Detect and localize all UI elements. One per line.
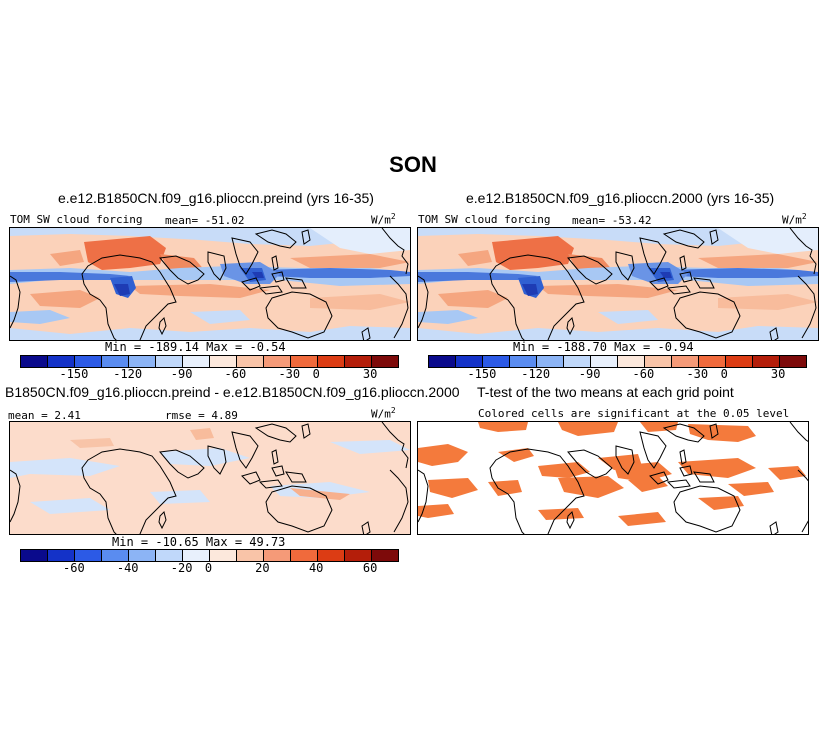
colorbar-swatch [237, 356, 264, 367]
panel-top-left-minmax: Min = -189.14 Max = -0.54 [105, 340, 286, 354]
panel-top-left-units: W/m2 [371, 212, 396, 227]
tick-label: 0 [204, 561, 213, 575]
colorbar-swatch [753, 356, 780, 367]
colorbar-top-right [428, 355, 807, 368]
tick-label: 60 [362, 561, 378, 575]
colorbar-swatch [48, 550, 75, 561]
map-top-left [9, 227, 411, 341]
tick-label: -90 [170, 367, 193, 381]
panel-top-left-mean: mean= -51.02 [165, 214, 245, 227]
colorbar-swatch [372, 550, 398, 561]
colorbar-swatch [156, 550, 183, 561]
tick-label: -150 [467, 367, 497, 381]
colorbar-swatch [318, 356, 345, 367]
tick-label: -20 [170, 561, 193, 575]
colorbar-swatch [645, 356, 672, 367]
tick-label: 20 [255, 561, 270, 575]
tick-label: 30 [362, 367, 378, 381]
tick-label: -60 [63, 561, 85, 575]
panel-top-left-variable: TOM SW cloud forcing [10, 213, 143, 226]
figure-title: SON [389, 152, 437, 177]
colorbar-swatch [510, 356, 537, 367]
tick-label: -30 [686, 367, 709, 381]
colorbar-swatch [456, 356, 483, 367]
colorbar-swatch [156, 356, 183, 367]
colorbar-swatch [183, 550, 210, 561]
colorbar-top-left-ticks: -150 -120 -90 -60 -30 0 30 [20, 367, 397, 381]
tick-label: -90 [578, 367, 601, 381]
colorbar-swatch [264, 356, 291, 367]
tick-label: 0 [312, 367, 320, 381]
colorbar-swatch [318, 550, 345, 561]
panel-top-left-title: e.e12.B1850CN.f09_g16.plioccn.preind (yr… [58, 190, 374, 206]
colorbar-bottom-left-ticks: -60 -40 -20 0 20 40 60 [20, 561, 397, 575]
colorbar-swatch [564, 356, 591, 367]
panel-bottom-left-units: W/m2 [371, 406, 396, 421]
tick-label: 30 [770, 367, 786, 381]
colorbar-swatch [537, 356, 564, 367]
map-bottom-right [417, 421, 809, 535]
tick-label: -60 [224, 367, 247, 381]
colorbar-swatch [75, 550, 102, 561]
panel-top-right-minmax: Min = -188.70 Max = -0.94 [513, 340, 694, 354]
colorbar-swatch [21, 550, 48, 561]
colorbar-swatch [618, 356, 645, 367]
colorbar-swatch [591, 356, 618, 367]
tick-label: -30 [278, 367, 301, 381]
colorbar-swatch [102, 356, 129, 367]
tick-label: 0 [720, 367, 728, 381]
colorbar-top-right-ticks: -150 -120 -90 -60 -30 0 30 [428, 367, 805, 381]
tick-label: -120 [113, 367, 143, 381]
map-top-right [417, 227, 819, 341]
panel-bottom-left-title: B1850CN.f09_g16.plioccn.preind - e.e12.B… [5, 384, 460, 400]
colorbar-swatch [210, 550, 237, 561]
colorbar-swatch [345, 550, 372, 561]
colorbar-swatch [210, 356, 237, 367]
colorbar-swatch [291, 356, 318, 367]
colorbar-bottom-left [20, 549, 399, 562]
tick-label: -150 [59, 367, 89, 381]
colorbar-swatch [345, 356, 372, 367]
panel-top-right-title: e.e12.B1850CN.f09_g16.plioccn.2000 (yrs … [466, 190, 775, 206]
colorbar-swatch [75, 356, 102, 367]
panel-top-right-mean: mean= -53.42 [572, 214, 652, 227]
panel-bottom-right-subtitle: Colored cells are significant at the 0.0… [478, 407, 790, 420]
tick-label: -40 [116, 561, 139, 575]
panel-bottom-left-minmax: Min = -10.65 Max = 49.73 [112, 535, 286, 549]
colorbar-swatch [780, 356, 806, 367]
tick-label: -120 [521, 367, 551, 381]
panel-bottom-left-rmse: rmse = 4.89 [165, 409, 238, 422]
panel-bottom-right-title: T-test of the two means at each grid poi… [477, 384, 734, 400]
panel-top-right-variable: TOM SW cloud forcing [418, 213, 551, 226]
colorbar-swatch [102, 550, 129, 561]
colorbar-swatch [237, 550, 264, 561]
colorbar-swatch [183, 356, 210, 367]
colorbar-swatch [726, 356, 753, 367]
colorbar-swatch [672, 356, 699, 367]
colorbar-swatch [129, 550, 156, 561]
colorbar-swatch [48, 356, 75, 367]
panel-bottom-left-mean: mean = 2.41 [8, 409, 81, 422]
colorbar-swatch [429, 356, 456, 367]
colorbar-swatch [264, 550, 291, 561]
colorbar-swatch [483, 356, 510, 367]
map-bottom-left [9, 421, 411, 535]
colorbar-swatch [372, 356, 398, 367]
tick-label: 40 [308, 561, 324, 575]
colorbar-swatch [129, 356, 156, 367]
colorbar-top-left [20, 355, 399, 368]
panel-top-right-units: W/m2 [782, 212, 807, 227]
colorbar-swatch [21, 356, 48, 367]
tick-label: -60 [632, 367, 655, 381]
colorbar-swatch [291, 550, 318, 561]
colorbar-swatch [699, 356, 726, 367]
